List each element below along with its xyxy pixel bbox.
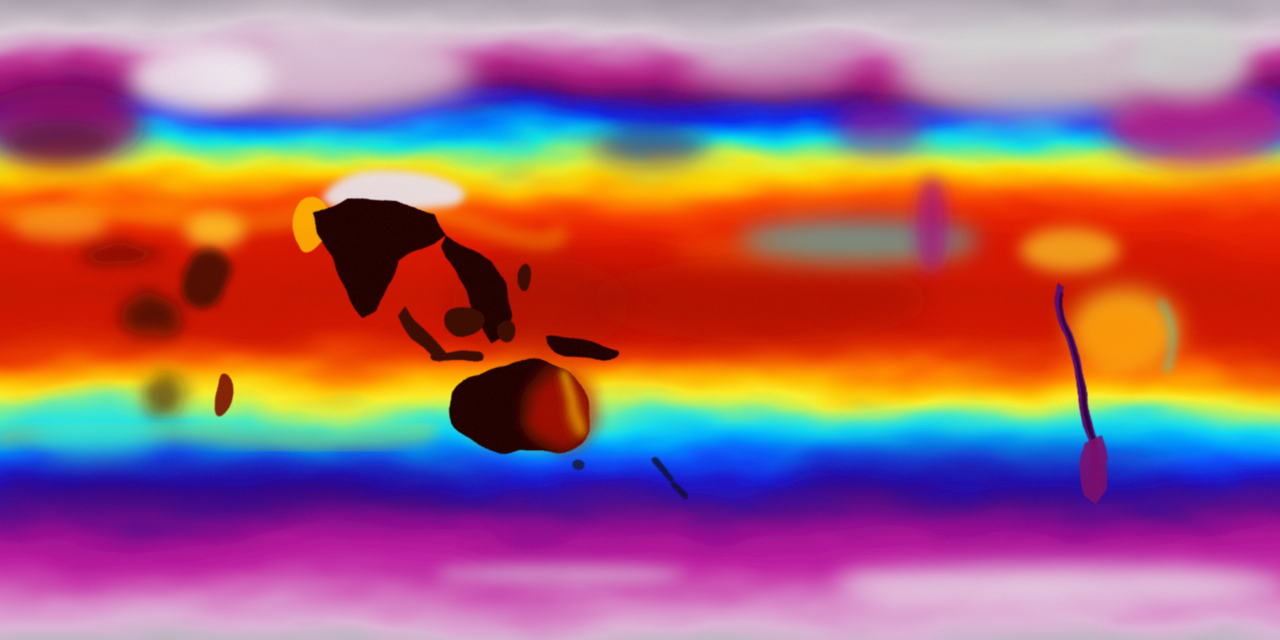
grain-texture-overlay [0, 0, 1280, 640]
global-temperature-map [0, 0, 1280, 640]
temperature-map-canvas [0, 0, 1280, 640]
